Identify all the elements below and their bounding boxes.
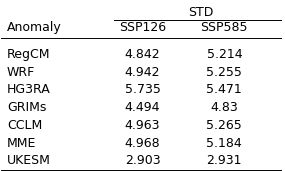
Text: 5.265: 5.265	[206, 119, 242, 132]
Text: 2.931: 2.931	[207, 154, 242, 167]
Text: 4.963: 4.963	[125, 119, 160, 132]
Text: 4.842: 4.842	[125, 48, 160, 61]
Text: 5.184: 5.184	[206, 137, 242, 150]
Text: RegCM: RegCM	[7, 48, 50, 61]
Text: 5.255: 5.255	[206, 66, 242, 79]
Text: STD: STD	[188, 5, 213, 18]
Text: UKESM: UKESM	[7, 154, 51, 167]
Text: WRF: WRF	[7, 66, 35, 79]
Text: SSP126: SSP126	[119, 21, 166, 34]
Text: 4.83: 4.83	[210, 101, 238, 114]
Text: 5.735: 5.735	[125, 83, 160, 96]
Text: CCLM: CCLM	[7, 119, 42, 132]
Text: 4.968: 4.968	[125, 137, 160, 150]
Text: Anomaly: Anomaly	[7, 21, 62, 34]
Text: 2.903: 2.903	[125, 154, 160, 167]
Text: 5.471: 5.471	[206, 83, 242, 96]
Text: SSP585: SSP585	[201, 21, 248, 34]
Text: 4.942: 4.942	[125, 66, 160, 79]
Text: 4.494: 4.494	[125, 101, 160, 114]
Text: MME: MME	[7, 137, 36, 150]
Text: 5.214: 5.214	[207, 48, 242, 61]
Text: GRIMs: GRIMs	[7, 101, 46, 114]
Text: HG3RA: HG3RA	[7, 83, 51, 96]
